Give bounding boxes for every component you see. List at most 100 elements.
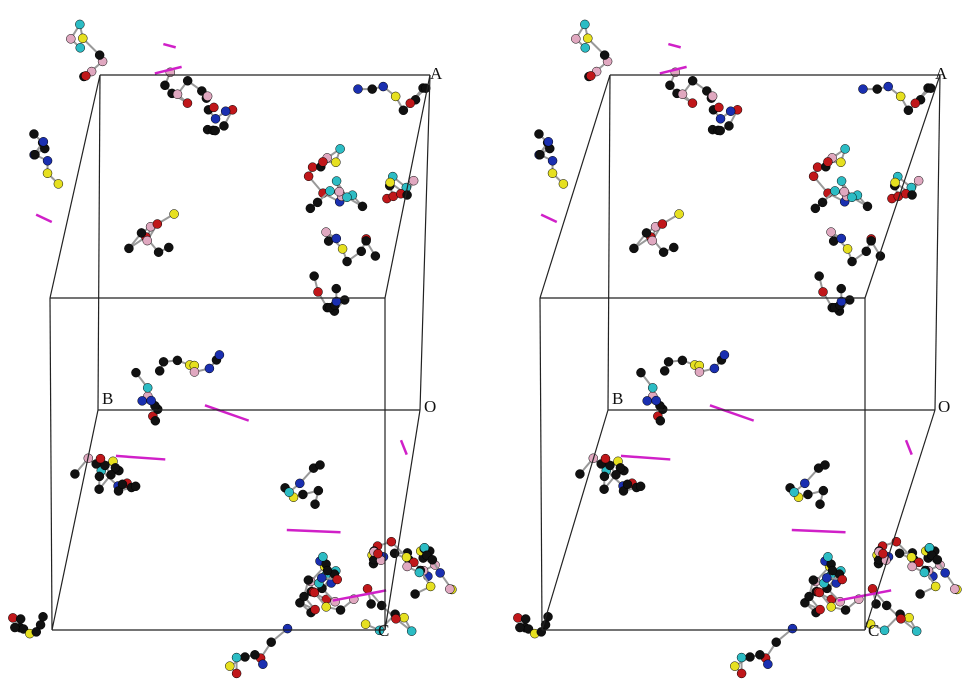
atom [357, 247, 366, 256]
contact [36, 215, 52, 222]
atom [862, 247, 871, 256]
atom [726, 107, 735, 116]
atom [332, 234, 341, 243]
atom [836, 158, 845, 167]
atom [911, 99, 920, 108]
atom [819, 287, 828, 296]
atom [931, 582, 940, 591]
atom [816, 605, 825, 614]
atom [325, 186, 334, 195]
atom [118, 480, 127, 489]
atom [675, 209, 684, 218]
axis-label: O [938, 397, 950, 416]
atom [137, 228, 146, 237]
atom [407, 627, 416, 636]
atom [306, 204, 315, 213]
atom [611, 470, 620, 479]
atom [308, 163, 317, 172]
atom [436, 568, 445, 577]
atom [586, 71, 595, 80]
atom [904, 106, 913, 115]
atom [583, 34, 592, 43]
atom [896, 92, 905, 101]
atom [203, 92, 212, 101]
atom [600, 51, 609, 60]
atom [823, 552, 832, 561]
atom [755, 650, 764, 659]
atom [358, 202, 367, 211]
view-right: A B O C [540, 64, 950, 640]
atom [340, 295, 349, 304]
atom [331, 158, 340, 167]
atom [362, 236, 371, 245]
atom [183, 99, 192, 108]
atom [575, 469, 584, 478]
atom [338, 244, 347, 253]
atom [688, 76, 697, 85]
atom [863, 202, 872, 211]
atom [815, 272, 824, 281]
atom [678, 356, 687, 365]
atom [183, 76, 192, 85]
atom [153, 220, 162, 229]
atom [159, 357, 168, 366]
atom [868, 584, 877, 593]
atom [838, 575, 847, 584]
atom [250, 650, 259, 659]
atom [788, 624, 797, 633]
atom [428, 555, 437, 564]
atom [240, 652, 249, 661]
atom [790, 488, 799, 497]
atom [311, 500, 320, 509]
atom [399, 106, 408, 115]
atom [232, 669, 241, 678]
atom [845, 295, 854, 304]
atom [907, 553, 916, 562]
atom [96, 454, 105, 463]
atom [221, 107, 230, 116]
atom [658, 220, 667, 229]
atom [800, 479, 809, 488]
atom [821, 460, 830, 469]
atom [368, 85, 377, 94]
atom [535, 150, 544, 159]
atom [880, 626, 889, 635]
atom [908, 562, 917, 571]
atom [336, 144, 345, 153]
atom [665, 81, 674, 90]
atom [386, 178, 395, 187]
atom [908, 191, 917, 200]
atom [803, 490, 812, 499]
atom [822, 573, 831, 582]
atom [656, 416, 665, 425]
bond [576, 24, 608, 76]
atom [415, 568, 424, 577]
atom [317, 573, 326, 582]
molecule-set [513, 20, 961, 678]
atom [43, 169, 52, 178]
atom [258, 660, 267, 669]
atom [873, 85, 882, 94]
contact [401, 440, 407, 454]
atom [659, 248, 668, 257]
molecule-set [8, 20, 456, 678]
atom [318, 552, 327, 561]
atom [912, 627, 921, 636]
atom [304, 576, 313, 585]
atom [941, 568, 950, 577]
atom [95, 472, 104, 481]
atom [652, 396, 661, 405]
atom [737, 669, 746, 678]
atom [544, 137, 553, 146]
atom [548, 169, 557, 178]
atom [837, 234, 846, 243]
atom [402, 553, 411, 562]
contact [541, 215, 557, 222]
atom [75, 20, 84, 29]
atom [373, 549, 382, 558]
atom [580, 20, 589, 29]
axis-label: C [868, 621, 879, 640]
atom [332, 284, 341, 293]
atom [445, 585, 454, 594]
atom [920, 568, 929, 577]
